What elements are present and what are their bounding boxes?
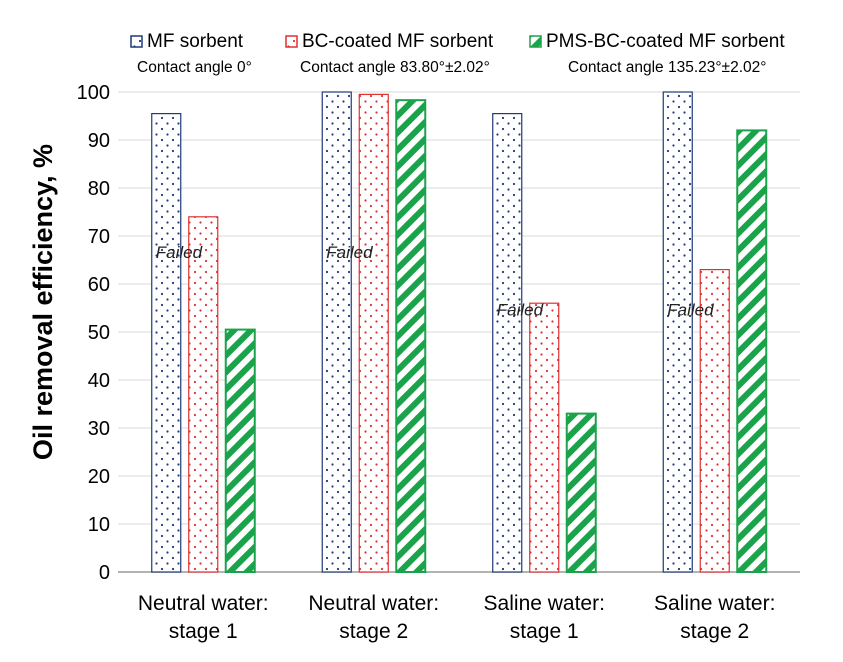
legend-label: BC-coated MF sorbent: [302, 31, 494, 52]
y-axis-label: Oil removal efficiency, %: [28, 144, 58, 460]
legend-subtitle: Contact angle 0°: [137, 59, 252, 76]
legend-swatch: [529, 35, 542, 48]
x-tick-label: stage 1: [510, 620, 579, 643]
failed-annotation: Failed: [497, 301, 544, 320]
y-tick-label: 40: [88, 370, 110, 392]
x-tick-label: Neutral water:: [308, 592, 439, 615]
x-tick-label: stage 1: [169, 620, 238, 643]
x-tick-label: stage 2: [680, 620, 749, 643]
legend-label: MF sorbent: [147, 31, 244, 52]
y-tick-label: 50: [88, 322, 110, 344]
legend-subtitle: Contact angle 135.23°±2.02°: [568, 59, 766, 76]
bar-pms-bc-coated-mf-sorbent-1: [395, 99, 427, 573]
x-tick-label: Saline water:: [654, 592, 775, 615]
failed-annotation: Failed: [156, 243, 203, 262]
legend-label: PMS-BC-coated MF sorbent: [546, 31, 785, 52]
bar-bc-coated-mf-sorbent-3: [699, 269, 730, 573]
x-axis-ticks: Neutral water: stage 1 Neutral water: stage…: [138, 592, 776, 643]
y-tick-label: 100: [77, 82, 110, 104]
y-tick-label: 60: [88, 274, 110, 296]
y-tick-label: 0: [99, 562, 110, 584]
bar-bc-coated-mf-sorbent-0: [188, 216, 219, 573]
x-tick-label: Neutral water:: [138, 592, 269, 615]
x-tick-label: Saline water:: [484, 592, 605, 615]
bar-mf-sorbent-3: [662, 91, 693, 573]
y-tick-label: 20: [88, 466, 110, 488]
y-tick-label: 90: [88, 130, 110, 152]
bar-mf-sorbent-2: [492, 112, 523, 573]
bar-pms-bc-coated-mf-sorbent-3: [736, 129, 768, 573]
bar-bc-coated-mf-sorbent-2: [529, 302, 560, 573]
legend-swatch: [130, 35, 143, 48]
bar-mf-sorbent-0: [151, 112, 182, 573]
failed-annotations: Failed Failed Failed Failed: [156, 243, 714, 320]
y-tick-label: 70: [88, 226, 110, 248]
bar-mf-sorbent-1: [321, 91, 352, 573]
y-tick-label: 80: [88, 178, 110, 200]
bars: [151, 91, 768, 573]
x-tick-label: stage 2: [339, 620, 408, 643]
legend-subtitle: Contact angle 83.80°±2.02°: [300, 59, 490, 76]
bar-pms-bc-coated-mf-sorbent-0: [224, 328, 256, 573]
legend: MF sorbent Contact angle 0° BC-coated MF s…: [130, 31, 785, 76]
failed-annotation: Failed: [326, 243, 373, 262]
y-tick-label: 10: [88, 514, 110, 536]
failed-annotation: Failed: [667, 301, 714, 320]
gridlines: [118, 91, 800, 573]
bar-pms-bc-coated-mf-sorbent-2: [565, 412, 597, 573]
y-tick-label: 30: [88, 418, 110, 440]
y-axis-ticks: 0 10 20 30 40 50 60 70 80 90 100: [77, 82, 110, 584]
bar-bc-coated-mf-sorbent-1: [358, 93, 389, 573]
legend-swatch: [285, 35, 298, 48]
